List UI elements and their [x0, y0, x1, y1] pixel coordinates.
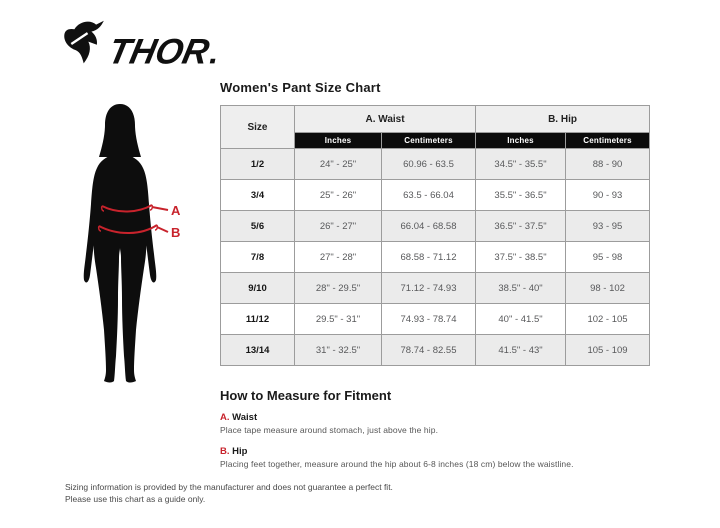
hip-cm-cell: 88 - 90	[565, 148, 651, 180]
size-cell: 7/8	[220, 241, 295, 273]
column-header-hip-centimeters: Centimeters	[565, 132, 651, 149]
waist-inches-cell: 29.5" - 31"	[294, 303, 382, 335]
hip-inches-cell: 40" - 41.5"	[475, 303, 567, 335]
thor-helmet-icon	[64, 20, 104, 64]
hip-measure-line	[97, 224, 169, 234]
hip-cm-cell: 98 - 102	[565, 272, 651, 304]
thor-logo: THOR	[64, 20, 216, 70]
table-row: 7/8 27" - 28" 68.58 - 71.12 37.5" - 38.5…	[220, 241, 651, 273]
disclaimer: Sizing information is provided by the ma…	[65, 481, 485, 505]
table-row: 5/6 26" - 27" 66.04 - 68.58 36.5" - 37.5…	[220, 210, 651, 242]
hip-inches-cell: 37.5" - 38.5"	[475, 241, 567, 273]
page-title: Women's Pant Size Chart	[220, 80, 381, 95]
waist-cm-cell: 74.93 - 78.74	[380, 303, 477, 335]
table-group-header-row: Size A. Waist B. Hip	[220, 105, 651, 149]
measure-hip-name: Hip	[232, 446, 248, 457]
how-to-measure-title: How to Measure for Fitment	[220, 388, 392, 403]
column-header-waist: A. Waist	[293, 105, 477, 133]
waist-cm-cell: 78.74 - 82.55	[380, 334, 477, 366]
hip-cm-cell: 95 - 98	[565, 241, 651, 273]
waist-inches-cell: 26" - 27"	[294, 210, 382, 242]
size-chart-table: Size A. Waist B. Hip Inches Centimeters …	[220, 105, 651, 366]
measure-waist-name: Waist	[232, 412, 258, 423]
how-to-measure-section: How to Measure for Fitment A. Waist Plac…	[220, 388, 680, 469]
waist-inches-cell: 31" - 32.5"	[294, 334, 382, 366]
measure-item-waist: A. Waist Place tape measure around stoma…	[220, 412, 680, 435]
waist-cm-cell: 60.96 - 63.5	[380, 148, 477, 180]
content-column: Women's Pant Size Chart Size A. Waist B.…	[220, 80, 680, 480]
hip-cm-cell: 105 - 109	[565, 334, 651, 366]
measure-waist-key: A.	[220, 412, 230, 423]
measure-waist-label: A. Waist	[220, 412, 680, 423]
hip-inches-cell: 38.5" - 40"	[475, 272, 567, 304]
hip-inches-cell: 34.5" - 35.5"	[475, 148, 567, 180]
hip-inches-cell: 41.5" - 43"	[475, 334, 567, 366]
silhouette-graphic	[83, 104, 157, 383]
table-row: 9/10 28" - 29.5" 71.12 - 74.93 38.5" - 4…	[220, 272, 651, 304]
hip-inches-cell: 35.5" - 36.5"	[475, 179, 567, 211]
column-header-waist-centimeters: Centimeters	[380, 132, 477, 149]
waist-inches-cell: 25" - 26"	[294, 179, 382, 211]
column-header-hip: B. Hip	[475, 105, 651, 133]
measure-hip-description: Placing feet together, measure around th…	[220, 459, 574, 469]
hip-cm-cell: 90 - 93	[565, 179, 651, 211]
column-header-hip-inches: Inches	[475, 132, 567, 149]
waist-cm-cell: 63.5 - 66.04	[380, 179, 477, 211]
table-row: 3/4 25" - 26" 63.5 - 66.04 35.5" - 36.5"…	[220, 179, 651, 211]
waist-cm-cell: 66.04 - 68.58	[380, 210, 477, 242]
measure-hip-key: B.	[220, 446, 230, 457]
table-row: 11/12 29.5" - 31" 74.93 - 78.74 40" - 41…	[220, 303, 651, 335]
brand-name-text: THOR	[105, 31, 213, 70]
hip-cm-cell: 102 - 105	[565, 303, 651, 335]
size-cell: 13/14	[220, 334, 295, 366]
table-row: 1/2 24" - 25" 60.96 - 63.5 34.5" - 35.5"…	[220, 148, 651, 180]
disclaimer-line-1: Sizing information is provided by the ma…	[65, 482, 393, 492]
column-header-waist-inches: Inches	[294, 132, 382, 149]
waist-cm-cell: 71.12 - 74.93	[380, 272, 477, 304]
waist-cm-cell: 68.58 - 71.12	[380, 241, 477, 273]
table-unit-header-row: Inches Centimeters Inches Centimeters	[221, 132, 651, 149]
trademark-dot	[209, 58, 216, 64]
size-cell: 11/12	[220, 303, 295, 335]
size-cell: 1/2	[220, 148, 295, 180]
measure-hip-label: B. Hip	[220, 446, 680, 457]
measurement-figure: A B	[83, 104, 181, 383]
hip-marker-label: B	[171, 225, 180, 240]
waist-inches-cell: 28" - 29.5"	[294, 272, 382, 304]
size-cell: 9/10	[220, 272, 295, 304]
measure-waist-description: Place tape measure around stomach, just …	[220, 425, 439, 435]
disclaimer-line-2: Please use this chart as a guide only.	[65, 494, 206, 504]
waist-measure-line	[100, 204, 169, 213]
table-row: 13/14 31" - 32.5" 78.74 - 82.55 41.5" - …	[220, 334, 651, 366]
size-cell: 5/6	[220, 210, 295, 242]
column-header-size: Size	[220, 105, 295, 149]
hip-cm-cell: 93 - 95	[565, 210, 651, 242]
waist-marker-label: A	[171, 203, 181, 218]
waist-inches-cell: 24" - 25"	[294, 148, 382, 180]
hip-inches-cell: 36.5" - 37.5"	[475, 210, 567, 242]
thor-wordmark: THOR	[105, 31, 216, 70]
waist-inches-cell: 27" - 28"	[294, 241, 382, 273]
size-cell: 3/4	[220, 179, 295, 211]
measure-item-hip: B. Hip Placing feet together, measure ar…	[220, 446, 680, 469]
